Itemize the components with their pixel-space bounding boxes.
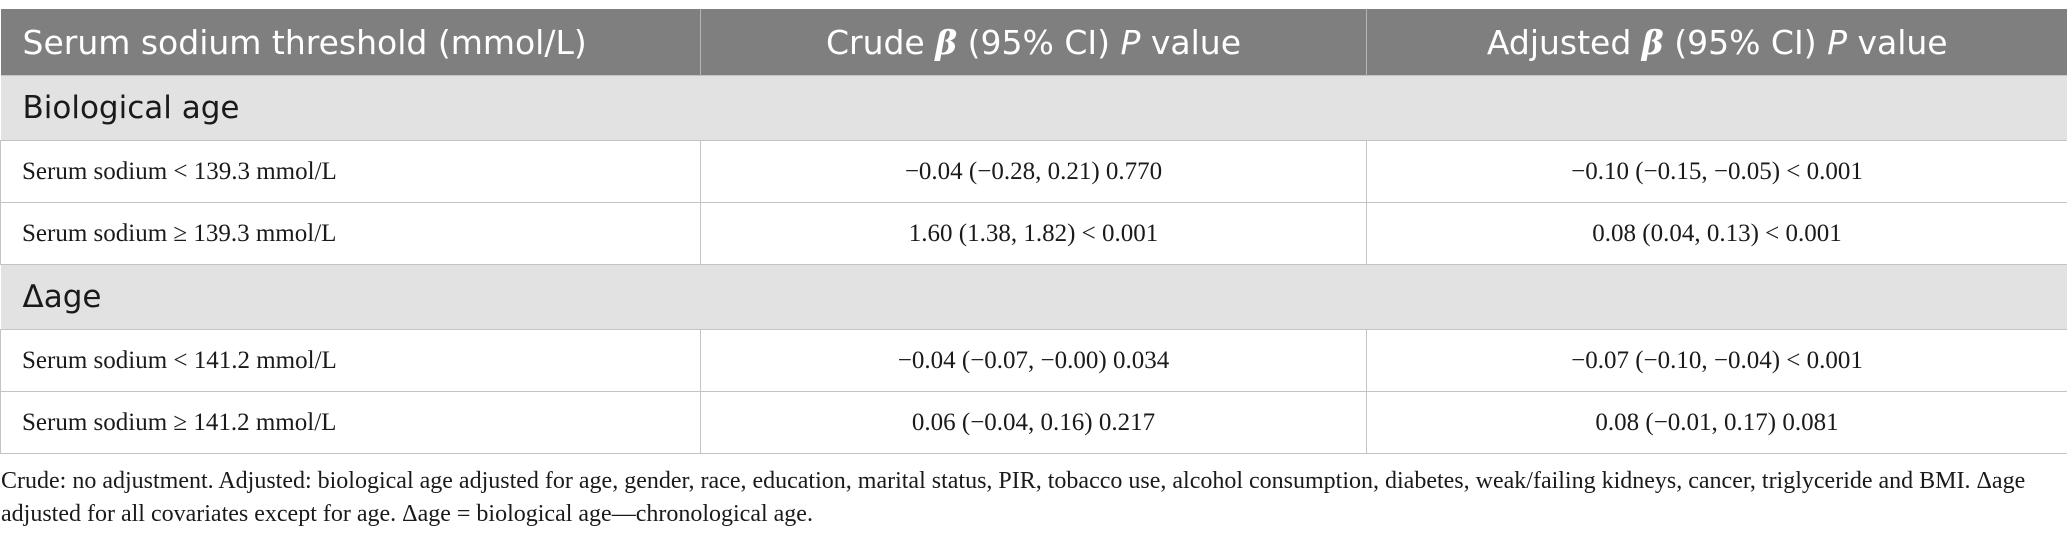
crude-cell: −0.04 (−0.28, 0.21) 0.770: [700, 140, 1367, 203]
header-adjusted-mid: (95% CI): [1663, 22, 1828, 62]
header-adjusted-beta: β: [1641, 22, 1664, 62]
header-adjusted-p: P: [1827, 22, 1847, 62]
table-row: Serum sodium ≥ 141.2 mmol/L 0.06 (−0.04,…: [0, 391, 2067, 454]
table-row: Serum sodium < 139.3 mmol/L −0.04 (−0.28…: [0, 140, 2067, 203]
section-title: Δage: [0, 264, 2067, 330]
header-threshold: Serum sodium threshold (mmol/L): [0, 9, 701, 76]
header-crude-beta: β: [935, 22, 958, 62]
header-adjusted: Adjusted β (95% CI) P value: [1366, 9, 2067, 76]
header-adjusted-pre: Adjusted: [1486, 22, 1642, 62]
threshold-cell: Serum sodium ≥ 141.2 mmol/L: [0, 391, 701, 454]
section-title: Biological age: [0, 75, 2067, 141]
adjusted-cell: 0.08 (0.04, 0.13) < 0.001: [1366, 202, 2067, 265]
crude-cell: −0.04 (−0.07, −0.00) 0.034: [700, 329, 1367, 392]
threshold-cell: Serum sodium ≥ 139.3 mmol/L: [0, 202, 701, 265]
header-crude: Crude β (95% CI) P value: [700, 9, 1367, 76]
adjusted-cell: −0.10 (−0.15, −0.05) < 0.001: [1366, 140, 2067, 203]
results-table-container: Serum sodium threshold (mmol/L) Crude β …: [0, 9, 2067, 454]
table-row: Serum sodium ≥ 139.3 mmol/L 1.60 (1.38, …: [0, 202, 2067, 265]
header-row: Serum sodium threshold (mmol/L) Crude β …: [0, 9, 2067, 76]
section-row-biological-age: Biological age: [0, 75, 2067, 141]
header-crude-post: value: [1140, 22, 1242, 62]
adjusted-cell: −0.07 (−0.10, −0.04) < 0.001: [1366, 329, 2067, 392]
header-adjusted-post: value: [1846, 22, 1948, 62]
table-row: Serum sodium < 141.2 mmol/L −0.04 (−0.07…: [0, 329, 2067, 392]
adjusted-cell: 0.08 (−0.01, 0.17) 0.081: [1366, 391, 2067, 454]
header-crude-mid: (95% CI): [957, 22, 1121, 62]
threshold-cell: Serum sodium < 141.2 mmol/L: [0, 329, 701, 392]
threshold-cell: Serum sodium < 139.3 mmol/L: [0, 140, 701, 203]
results-table: Serum sodium threshold (mmol/L) Crude β …: [0, 9, 2067, 454]
section-row-delta-age: Δage: [0, 264, 2067, 330]
table-footnote: Crude: no adjustment. Adjusted: biologic…: [1, 468, 2026, 527]
crude-cell: 1.60 (1.38, 1.82) < 0.001: [700, 202, 1367, 265]
header-crude-pre: Crude: [825, 22, 936, 62]
crude-cell: 0.06 (−0.04, 0.16) 0.217: [700, 391, 1367, 454]
header-crude-p: P: [1120, 22, 1141, 62]
